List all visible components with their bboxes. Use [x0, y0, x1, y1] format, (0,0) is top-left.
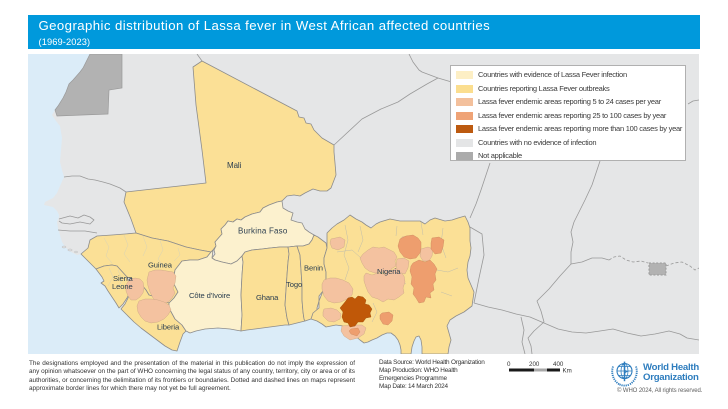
svg-text:Burkina Faso: Burkina Faso: [238, 227, 288, 236]
svg-text:Benin: Benin: [304, 264, 323, 273]
svg-text:400: 400: [553, 361, 564, 368]
svg-text:Km: Km: [563, 368, 572, 375]
svg-text:Guinea: Guinea: [148, 261, 173, 270]
svg-text:Sierra: Sierra: [113, 274, 134, 283]
svg-text:Côte d'Ivoire: Côte d'Ivoire: [189, 291, 230, 300]
svg-text:0: 0: [507, 361, 511, 368]
svg-text:Leone: Leone: [112, 282, 133, 291]
svg-text:Mali: Mali: [227, 161, 242, 170]
svg-text:Nigeria: Nigeria: [377, 267, 401, 276]
svg-text:Ghana: Ghana: [256, 293, 279, 302]
svg-text:Liberia: Liberia: [157, 323, 180, 332]
svg-text:200: 200: [529, 361, 540, 368]
svg-text:Togo: Togo: [286, 280, 302, 289]
